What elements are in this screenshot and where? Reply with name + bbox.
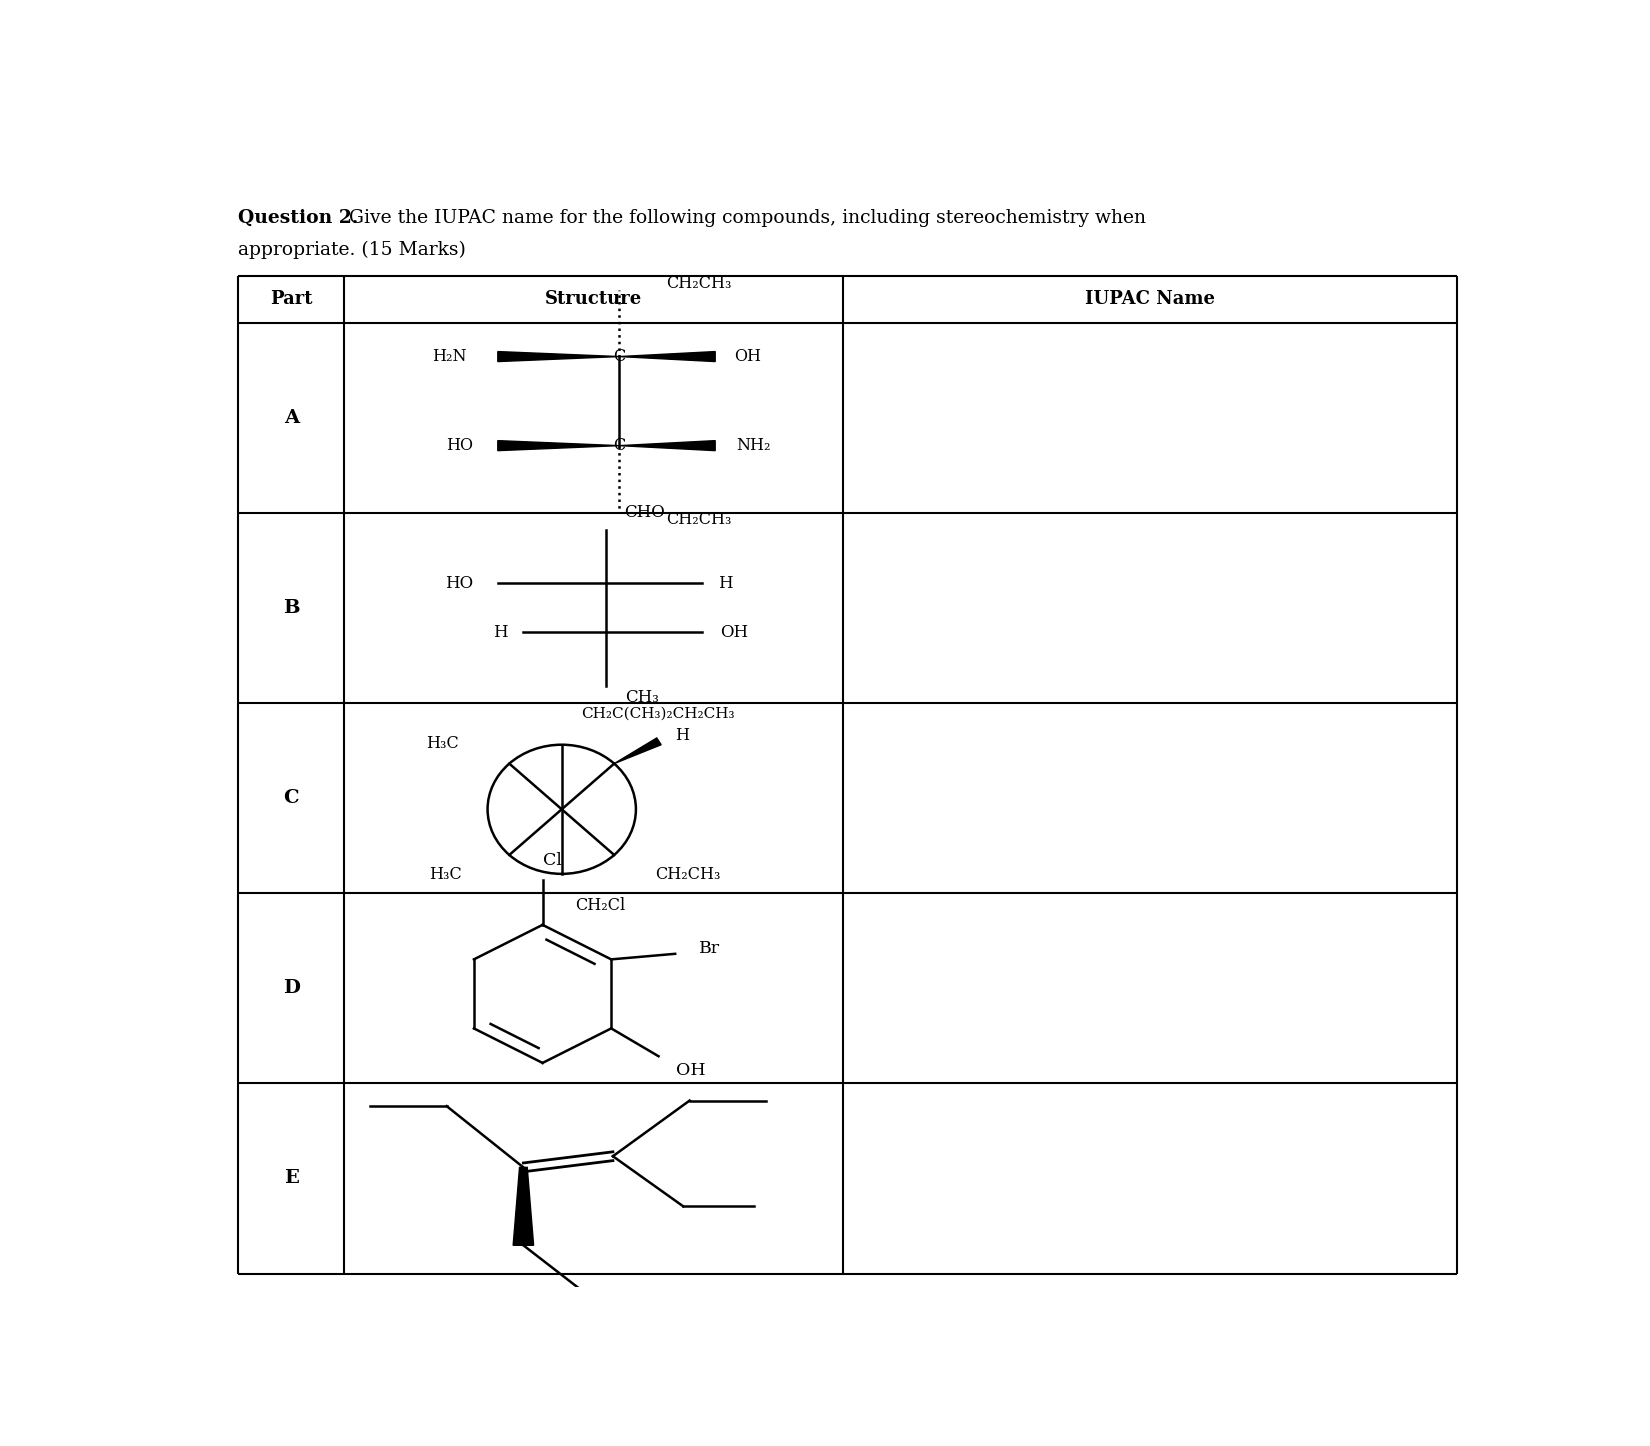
Text: H: H <box>718 576 733 591</box>
Polygon shape <box>513 1167 533 1245</box>
Text: appropriate. (15 Marks): appropriate. (15 Marks) <box>238 240 465 259</box>
Text: CH₂Cl: CH₂Cl <box>574 897 625 914</box>
Polygon shape <box>498 441 619 451</box>
Text: CH₂CH₃: CH₂CH₃ <box>667 275 731 292</box>
Polygon shape <box>498 351 619 362</box>
Text: Cl: Cl <box>543 852 563 869</box>
Text: CH₂CH₃: CH₂CH₃ <box>667 510 731 528</box>
Text: Give the IUPAC name for the following compounds, including stereochemistry when: Give the IUPAC name for the following co… <box>343 210 1147 227</box>
Text: D: D <box>282 979 300 998</box>
Text: C: C <box>284 790 299 807</box>
Text: Part: Part <box>271 291 312 308</box>
Text: NH₂: NH₂ <box>736 437 771 454</box>
Text: IUPAC Name: IUPAC Name <box>1086 291 1214 308</box>
Text: CH₂C(CH₃)₂CH₂CH₃: CH₂C(CH₃)₂CH₂CH₃ <box>581 707 734 720</box>
Text: H₃C: H₃C <box>429 866 462 884</box>
Text: E: E <box>284 1170 299 1187</box>
Text: A: A <box>284 409 299 427</box>
Text: Question 2.: Question 2. <box>238 210 358 227</box>
Text: C: C <box>614 348 625 364</box>
Text: B: B <box>282 599 300 617</box>
Text: H₂N: H₂N <box>432 348 467 364</box>
Polygon shape <box>619 441 714 451</box>
Text: H: H <box>493 625 508 641</box>
Text: CH₃: CH₃ <box>625 688 660 706</box>
Text: C: C <box>614 437 625 454</box>
Text: HO: HO <box>446 576 474 591</box>
Text: CHO: CHO <box>624 503 665 521</box>
Text: Br: Br <box>700 940 721 957</box>
Text: OH: OH <box>721 625 749 641</box>
Text: H₃C: H₃C <box>426 735 459 752</box>
Text: OH: OH <box>734 348 761 364</box>
Polygon shape <box>619 351 714 362</box>
Text: H: H <box>675 727 690 745</box>
Text: CH₂CH₃: CH₂CH₃ <box>655 866 721 884</box>
Polygon shape <box>614 737 662 763</box>
Text: OH: OH <box>676 1063 705 1079</box>
Text: Structure: Structure <box>544 291 642 308</box>
Text: HO: HO <box>446 437 474 454</box>
